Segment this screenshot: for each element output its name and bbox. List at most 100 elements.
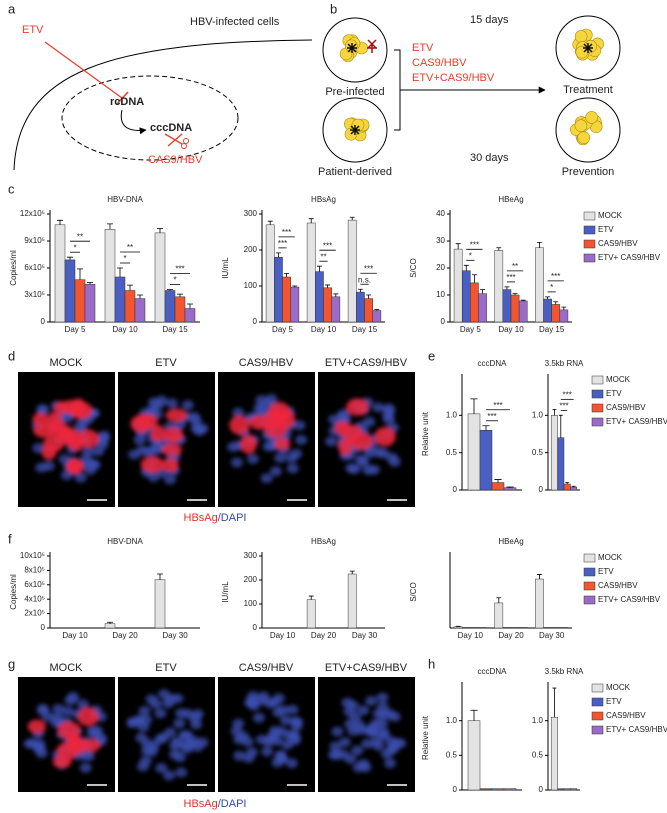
nucleus [139,755,152,766]
legend-label: ETV [606,697,622,706]
hbsag-signal [161,443,182,456]
source-label: Pre-infected [325,86,384,98]
legend-swatch [583,553,596,563]
y-tick-label: 30 [436,236,445,245]
nucleus [166,398,179,409]
y-tick-label: 1.0 [532,410,544,419]
y-tick-label: 0.5 [532,750,544,759]
bar [557,788,565,791]
legend-label: ETV+ CAS9/HBV [606,417,667,426]
bar [372,310,382,323]
significance-label: *** [175,265,184,274]
bar [364,298,373,323]
nucleus [227,442,240,453]
error-bar [558,414,563,438]
panel-label: e [428,348,435,363]
error-bar [471,274,477,283]
panel-label: a [8,1,16,16]
nucleus [233,750,246,761]
error-bar [107,621,113,624]
x-tick-label: Day 15 [539,325,565,334]
bar [453,248,463,323]
nucleus [153,734,166,745]
y-tick-label: 0 [253,623,258,632]
x-tick-label: Day 10 [498,325,524,334]
nucleus [331,726,344,737]
nucleus [175,767,188,778]
bar [467,413,481,491]
y-tick-label: 0 [253,317,258,326]
nucleus [242,752,255,763]
y-axis-label: S/CO [409,258,418,278]
nucleus [268,729,281,740]
treatment-name: ETV+CAS9/HBV [412,72,495,84]
nucleus [382,403,395,414]
image-label: CAS9/HBV [239,662,294,674]
cell [577,131,591,144]
nucleus [367,727,380,738]
legend-label: ETV [606,389,622,398]
micrograph-signal [328,692,407,773]
hbsag-signal [334,420,351,435]
error-bar [157,228,163,233]
bar [331,296,341,323]
outcome-label: Treatment [563,84,613,96]
nucleus [155,763,168,774]
bar [124,290,136,323]
bar [282,276,291,323]
bar [550,415,558,491]
nucleus [163,770,176,781]
error-bar [107,223,113,230]
nucleus [81,459,94,470]
nucleus [184,738,197,749]
stain-caption: HBsAg/DAPI [184,512,247,524]
error-bar [167,289,173,291]
bar [154,232,166,323]
significance-label: * [469,251,472,260]
counterstain: /DAPI [218,798,247,810]
hbsag-signal [240,434,257,454]
error-bar [284,273,290,277]
organoid-well [555,97,621,163]
significance-label: ** [127,243,133,252]
nucleus [190,719,203,730]
error-bar [275,252,281,258]
error-bar [552,687,557,718]
bar [347,219,357,323]
hbsag-signal [350,432,374,451]
significance-label: *** [364,264,373,273]
nucleus [23,738,36,749]
chart-title: cccDNA [478,359,508,368]
cell [574,30,588,43]
y-tick-label: 300 [244,551,258,560]
bar [502,289,512,323]
chart-title: HBeAg [498,537,523,546]
error-bar [349,570,355,574]
nucleus [147,472,160,483]
micrograph-signal [31,398,111,483]
nucleus [362,464,375,475]
bar [164,290,176,323]
legend-label: MOCK [606,683,631,692]
hbsag-signal [162,458,179,472]
source-label: Patient-derived [318,166,392,178]
nucleus [285,758,298,769]
bar [491,482,505,491]
x-tick-label: Day 10 [458,631,484,640]
significance-label: *** [551,272,560,281]
days-label: 30 days [470,152,509,164]
bar [570,788,578,791]
nucleus [357,758,370,769]
bar [563,483,571,491]
bar [535,578,544,629]
stain: HBsAg [184,798,218,810]
nucleus [291,717,304,728]
nucleus [274,452,287,463]
nucleus [271,757,284,768]
chart-title: HBV-DNA [107,537,143,546]
nucleus [135,445,148,456]
cell [574,119,588,132]
x-tick-label: Day 30 [539,631,565,640]
nucleus [33,739,46,750]
nucleus [261,398,274,409]
